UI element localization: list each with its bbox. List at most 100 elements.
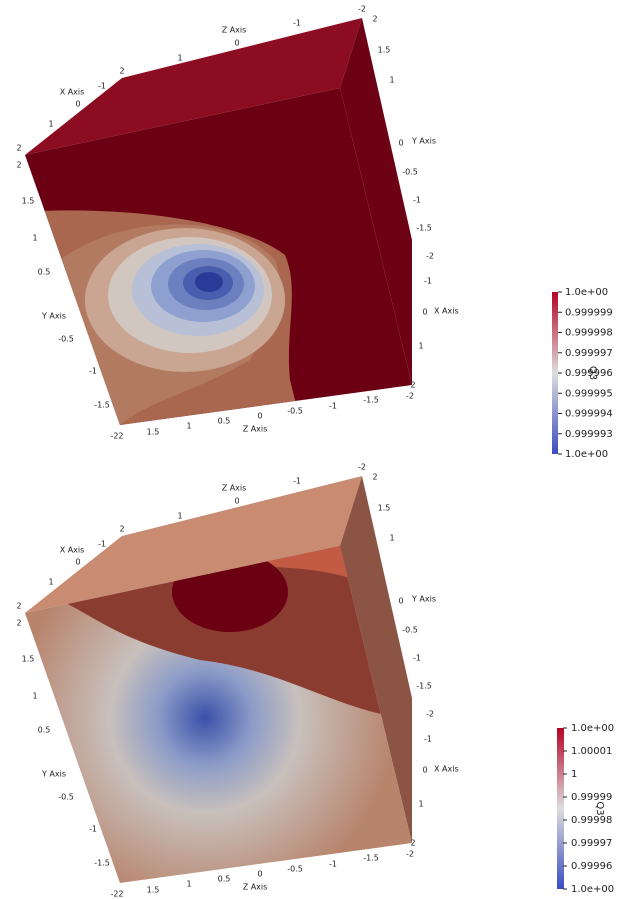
colorbar-label: 0.999998 — [565, 328, 613, 339]
axis-tick-label: 1.5 — [147, 886, 160, 895]
axis-tick-label: -1 — [329, 860, 337, 869]
axis-tick-label: -1 — [329, 402, 337, 411]
axis-tick-label: 0 — [422, 766, 427, 775]
colorbar-2 — [557, 728, 564, 889]
axis-tick-label: Y Axis — [411, 137, 436, 146]
colorbar-label: 0.999997 — [565, 348, 613, 359]
axis-tick-label: 2 — [372, 15, 377, 24]
axis-tick-label: -1.5 — [363, 396, 379, 405]
colorbar-1 — [552, 292, 558, 454]
axis-tick-label: 1.5 — [22, 655, 35, 664]
axis-tick-label: -1 — [98, 82, 106, 91]
colorbar-label: 0.99999 — [571, 792, 612, 803]
axis-tick-label: -0.5 — [402, 168, 418, 177]
axis-tick-label: 2 — [16, 619, 21, 628]
axis-tick-label: 1.5 — [378, 504, 391, 513]
axis-tick-label: 0 — [257, 870, 262, 879]
axis-tick-label: -22 — [110, 432, 123, 441]
axis-tick-label: 1 — [48, 120, 53, 129]
axis-tick-label: X Axis — [434, 765, 459, 774]
axis-tick-label: 2 — [16, 602, 21, 611]
axis-tick-label: 1 — [389, 534, 394, 543]
axis-tick-label: -1 — [89, 825, 97, 834]
colorbar-label: 0.99998 — [571, 815, 612, 826]
colorbar-label: 0.99997 — [571, 838, 612, 849]
axis-tick-label: -0.5 — [58, 335, 74, 344]
axis-tick-label: 1.5 — [378, 46, 391, 55]
axis-tick-label: -0.5 — [402, 626, 418, 635]
axis-tick-label: 2 — [119, 67, 124, 76]
axis-tick-label: 0 — [422, 308, 427, 317]
axis-tick-label: 0 — [398, 597, 403, 606]
axis-tick-label: -1 — [424, 735, 432, 744]
axis-tick-label: 2 — [410, 839, 415, 848]
axis-tick-label: 0.5 — [218, 875, 231, 884]
axis-tick-label: 1.5 — [22, 197, 35, 206]
colorbar-label: 1.0e+00 — [565, 449, 608, 460]
axis-tick-label: X Axis — [434, 307, 459, 316]
axis-tick-label: -2 — [426, 252, 434, 261]
axis-tick-label: 1 — [186, 880, 191, 889]
cube-view-1 — [20, 18, 412, 440]
axis-tick-label: -2 — [426, 710, 434, 719]
axis-tick-label: -2 — [406, 850, 414, 859]
axis-tick-label: 0 — [234, 497, 239, 506]
colorbar-label: 0.999993 — [565, 429, 613, 440]
axis-tick-label: -0.5 — [287, 865, 303, 874]
axis-tick-label: X Axis — [60, 88, 85, 97]
axis-tick-label: -2 — [406, 392, 414, 401]
axis-tick-label: Y Axis — [41, 770, 66, 779]
axis-tick-label: 2 — [16, 161, 21, 170]
cube-view-2 — [25, 476, 412, 883]
axis-tick-label: 2 — [16, 144, 21, 153]
paraview-render: Z Axis -2 -1 0 1 2 X Axis -1 0 1 2 2 1.5 1 0.5 Y Axis -0… — [0, 0, 627, 899]
colorbar-label: 0.999994 — [565, 409, 613, 420]
colorbar-label: 1.0e+00 — [565, 287, 608, 298]
axis-tick-label: 0 — [75, 558, 80, 567]
axis-tick-label: -2 — [358, 5, 366, 14]
colorbar-label: 1.0e+00 — [571, 723, 614, 734]
axis-tick-label: 0.5 — [38, 726, 51, 735]
axis-tick-label: 1 — [177, 54, 182, 63]
axis-tick-label: 1 — [32, 234, 37, 243]
axis-tick-label: Z Axis — [222, 484, 247, 493]
axis-tick-label: 2 — [372, 473, 377, 482]
axis-tick-label: 0 — [75, 100, 80, 109]
axis-tick-label: -0.5 — [58, 793, 74, 802]
axis-tick-label: 1.5 — [147, 428, 160, 437]
axis-tick-label: 1 — [389, 76, 394, 85]
axis-tick-label: -1.5 — [363, 854, 379, 863]
axis-tick-label: Z Axis — [222, 26, 247, 35]
axis-tick-label: 0 — [398, 139, 403, 148]
colorbar-title: Q3 — [587, 366, 598, 380]
axis-tick-label: 0.5 — [38, 268, 51, 277]
axis-tick-label: -2 — [358, 463, 366, 472]
colorbars — [552, 292, 564, 889]
axis-tick-label: -22 — [110, 890, 123, 899]
axis-tick-label: 2 — [119, 525, 124, 534]
axis-tick-label: -1 — [293, 477, 301, 486]
contours — [20, 210, 300, 440]
axis-tick-label: -1 — [424, 277, 432, 286]
axis-tick-label: 1 — [418, 342, 423, 351]
axis-tick-label: 1 — [177, 512, 182, 521]
colorbar-label: 1.0e+00 — [571, 884, 614, 895]
axis-tick-label: Z Axis — [243, 883, 268, 892]
axis-tick-label: 0 — [257, 412, 262, 421]
axis-tick-label: -1.5 — [416, 224, 432, 233]
colorbar-label: 1.00001 — [571, 746, 612, 757]
axis-tick-label: 2 — [410, 381, 415, 390]
axis-tick-label: -1 — [89, 367, 97, 376]
axis-tick-label: -0.5 — [287, 407, 303, 416]
colorbar-title: Q3 — [594, 801, 605, 815]
axis-tick-label: -1 — [413, 196, 421, 205]
colorbar-label: 1 — [571, 769, 577, 780]
axis-tick-label: 1 — [48, 578, 53, 587]
axis-tick-label: 1 — [32, 692, 37, 701]
colorbar-label: 0.99996 — [571, 861, 612, 872]
colorbar-label: 0.999995 — [565, 388, 613, 399]
axis-tick-label: -1.5 — [416, 682, 432, 691]
axis-tick-label: -1 — [293, 19, 301, 28]
axis-tick-label: 0 — [234, 39, 239, 48]
axis-tick-label: Y Axis — [41, 312, 66, 321]
